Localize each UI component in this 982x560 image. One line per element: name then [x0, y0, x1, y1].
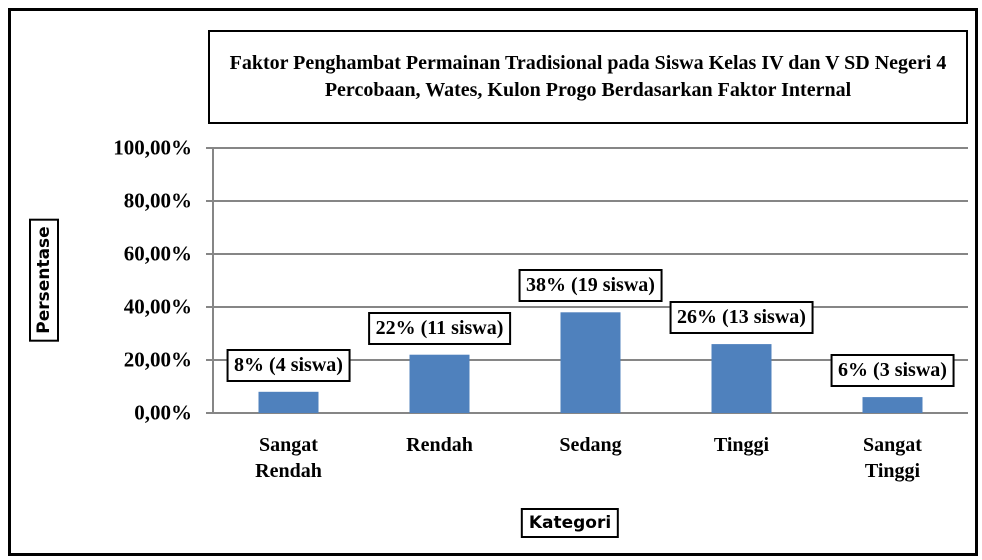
- x-tick-label: Tinggi: [713, 434, 770, 456]
- data-label: 6% (3 siswa): [830, 354, 955, 388]
- data-label: 8% (4 siswa): [226, 348, 351, 382]
- x-tick-label: Sedang: [559, 434, 622, 456]
- y-tick-label: 0,00%: [134, 400, 192, 425]
- y-tick-label: 100,00%: [113, 135, 192, 160]
- y-tick-label: 60,00%: [123, 241, 192, 266]
- x-tick-label: Sangat Tinggi: [863, 434, 922, 482]
- y-tick-label: 40,00%: [123, 294, 192, 319]
- chart-title: Faktor Penghambat Permainan Tradisional …: [208, 30, 968, 124]
- bar: [862, 397, 923, 413]
- data-label: 26% (13 siswa): [669, 301, 814, 335]
- bar: [560, 312, 621, 413]
- bar: [409, 354, 470, 413]
- y-tick-label: 80,00%: [123, 188, 192, 213]
- data-label: 38% (19 siswa): [518, 269, 663, 303]
- x-axis-label: Kategori: [520, 508, 620, 538]
- data-label: 22% (11 siswa): [367, 311, 512, 345]
- y-tick-label: 20,00%: [123, 347, 192, 372]
- bar: [258, 391, 319, 413]
- chart-frame: [8, 8, 978, 556]
- x-tick-label: Sangat Rendah: [255, 434, 322, 482]
- y-axis-label: Persentase: [29, 218, 59, 342]
- bar: [711, 344, 772, 413]
- x-tick-label: Rendah: [406, 434, 473, 456]
